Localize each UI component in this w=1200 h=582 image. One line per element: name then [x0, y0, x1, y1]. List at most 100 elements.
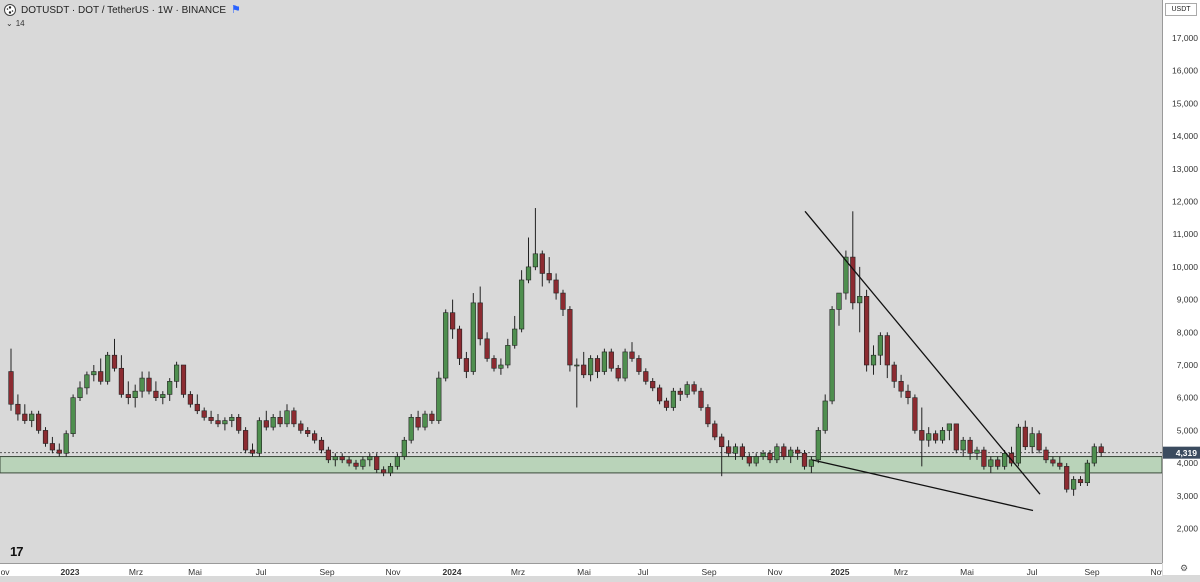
- candle-body: [967, 439, 973, 454]
- candle-body: [353, 462, 359, 467]
- candle-body: [650, 381, 656, 389]
- candle-body: [953, 423, 959, 451]
- candle-body: [1098, 446, 1104, 453]
- candle-body: [836, 292, 842, 310]
- candle-body: [1064, 466, 1070, 490]
- time-tick-label: Sep: [1084, 567, 1099, 577]
- time-tick-label: 2023: [61, 567, 80, 577]
- candle-body: [374, 456, 380, 470]
- price-tick-label: 13,000: [1172, 164, 1198, 174]
- candle-body: [270, 417, 276, 428]
- price-tick-label: 3,000: [1177, 491, 1199, 501]
- candle-body: [822, 400, 828, 431]
- candle-body: [29, 413, 35, 421]
- candle-body: [725, 446, 732, 454]
- candle-body: [587, 358, 594, 376]
- candle-body: [1036, 433, 1042, 451]
- candle-body: [857, 296, 863, 304]
- candle-body: [808, 459, 814, 467]
- candle-body: [401, 439, 407, 457]
- candle-body: [981, 449, 987, 467]
- candle-body: [794, 449, 801, 454]
- candle-body: [788, 449, 794, 457]
- candle-body: [298, 423, 304, 431]
- candle-body: [449, 312, 456, 330]
- candle-body: [870, 354, 877, 366]
- trendline-support[interactable]: [811, 459, 1034, 512]
- candle-body: [850, 256, 856, 304]
- candle-body: [684, 384, 690, 395]
- candle-body: [263, 420, 269, 428]
- candle-body: [256, 420, 263, 454]
- candle-body: [732, 446, 739, 454]
- candle-body: [829, 309, 835, 402]
- candle-body: [1029, 433, 1035, 448]
- candle-body: [677, 390, 683, 395]
- time-tick-label: Mrz: [129, 567, 143, 577]
- candle-body: [960, 439, 966, 451]
- candle-body: [512, 328, 518, 346]
- candle-body: [380, 469, 387, 474]
- chart-area[interactable]: [0, 0, 1163, 563]
- price-axis[interactable]: 17,000 16,000 15,000 14,000 13,000 12,000 11,0…: [1163, 0, 1200, 575]
- price-tick-label: 14,000: [1172, 131, 1198, 141]
- candle-body: [781, 446, 787, 457]
- candle-body: [415, 417, 421, 428]
- candle-body: [98, 371, 104, 382]
- time-tick-label: 2025: [831, 567, 850, 577]
- candle-body: [546, 273, 552, 281]
- candle-body: [463, 358, 470, 372]
- candle-body: [429, 413, 435, 421]
- candle-body: [608, 351, 614, 369]
- candle-body: [277, 417, 283, 425]
- candle-body: [615, 367, 621, 379]
- candle-body: [995, 459, 1001, 467]
- indicator-row[interactable]: ⌄ 14: [6, 19, 25, 28]
- candle-body: [236, 417, 242, 431]
- candle-body: [574, 364, 580, 367]
- symbol-title[interactable]: DOTUSDT · DOT / TetherUS · 1W · BINANCE: [21, 4, 227, 16]
- chart-header: DOTUSDT · DOT / TetherUS · 1W · BINANCE …: [4, 4, 241, 16]
- polkadot-logo-icon: [4, 4, 16, 16]
- candle-body: [35, 413, 42, 431]
- candle-body: [1043, 449, 1049, 461]
- price-tick-label: 5,000: [1177, 425, 1199, 435]
- candle-body: [698, 390, 704, 408]
- candle-body: [560, 292, 566, 310]
- candle-body: [1022, 426, 1028, 448]
- candle-body: [146, 377, 152, 392]
- candle-body: [436, 377, 442, 421]
- time-tick-label: Nov: [767, 567, 783, 577]
- candle-body: [443, 312, 449, 379]
- candle-body: [539, 253, 545, 274]
- candles-group: [8, 208, 1104, 496]
- flag-icon[interactable]: ⚑: [231, 4, 241, 16]
- candle-body: [705, 407, 711, 425]
- chevron-down-icon[interactable]: ⌄: [6, 19, 13, 28]
- candle-body: [311, 433, 318, 441]
- candle-body: [567, 309, 573, 366]
- candle-body: [746, 456, 752, 464]
- candlestick-chart[interactable]: [0, 0, 1163, 563]
- candle-body: [84, 374, 90, 389]
- candle-body: [843, 256, 849, 294]
- candle-body: [1091, 446, 1097, 464]
- candle-body: [332, 456, 338, 461]
- trendline-resistance[interactable]: [804, 210, 1041, 495]
- time-axis[interactable]: Nov 2023 Mrz Mai Jul Sep Nov 2024 Mrz Mai Jul Sep No…: [0, 563, 1166, 577]
- price-tick-label: 2,000: [1177, 524, 1199, 534]
- candle-body: [194, 403, 200, 412]
- candle-body: [63, 433, 69, 454]
- candle-body: [243, 430, 249, 451]
- candle-body: [767, 452, 773, 461]
- candle-body: [1050, 459, 1056, 464]
- candle-body: [884, 335, 890, 366]
- tradingview-logo[interactable]: 17: [10, 544, 24, 559]
- gear-icon[interactable]: ⚙: [1180, 563, 1189, 573]
- candle-body: [456, 328, 463, 359]
- candle-body: [394, 456, 401, 467]
- candle-body: [422, 413, 428, 428]
- candle-body: [946, 423, 952, 431]
- candle-body: [139, 377, 145, 392]
- currency-selector[interactable]: USDT: [1165, 3, 1197, 16]
